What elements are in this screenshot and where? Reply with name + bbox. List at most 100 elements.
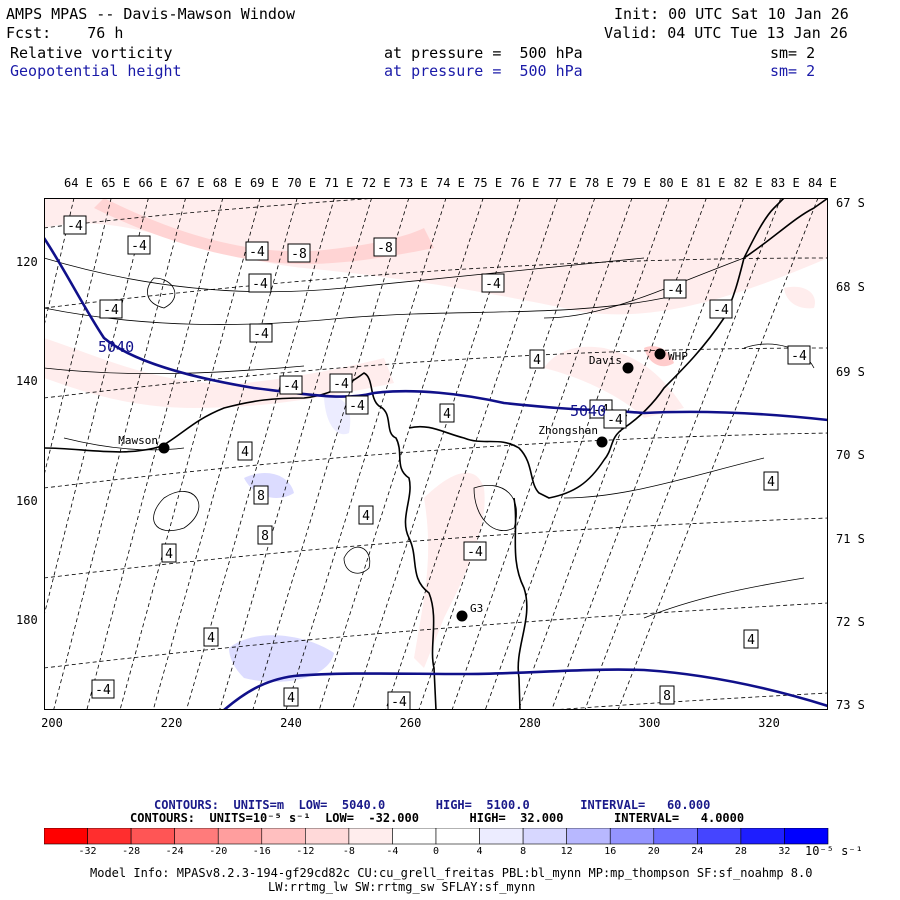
meridian-line — [352, 198, 521, 710]
colorbar-segment — [609, 828, 655, 845]
meridian-line — [86, 198, 224, 710]
x-tick-label: 220 — [160, 716, 183, 730]
lon-label: 82 E — [733, 176, 763, 190]
lon-label: 80 E — [659, 176, 689, 190]
colorbar-tick-label: -24 — [165, 846, 184, 857]
model-info: Model Info: MPASv8.2.3-194-gf29cd82c CU:… — [90, 866, 813, 880]
lon-label: 64 E — [64, 176, 93, 190]
svg-text:Zhongshan: Zhongshan — [538, 424, 598, 437]
station-mawson: Mawson — [118, 434, 170, 454]
lat-label: 71 S — [836, 532, 865, 546]
station-zhongshan: Zhongshan — [538, 424, 608, 448]
lon-label: 66 E — [138, 176, 168, 190]
colorbar-segment — [87, 828, 132, 845]
colorbar-tick-label: 8 — [520, 846, 527, 857]
lon-label: 65 E — [101, 176, 131, 190]
x-tick-label: 240 — [280, 716, 302, 730]
vorticity-label: 4 — [763, 471, 779, 491]
vorticity-label: -4 — [245, 241, 269, 261]
colorbar-tick-label: 4 — [476, 846, 483, 857]
lat-label: 72 S — [836, 615, 865, 629]
colorbar-tick-label: -28 — [122, 846, 141, 857]
station-g3: G3 — [456, 602, 483, 622]
svg-text:-4: -4 — [253, 327, 269, 342]
svg-text:-4: -4 — [67, 219, 83, 234]
lon-label: 70 E — [287, 176, 317, 190]
lon-label: 69 E — [250, 176, 279, 190]
colorbar-tick-label: 16 — [604, 846, 617, 857]
svg-text:-4: -4 — [349, 399, 365, 414]
field1-name: Relative vorticity — [10, 44, 173, 62]
svg-text:-4: -4 — [95, 683, 111, 698]
y-tick-label: 160 — [16, 494, 38, 508]
lon-label: 77 E — [547, 176, 577, 190]
colorbar-segment — [566, 828, 611, 845]
svg-text:4: 4 — [362, 509, 370, 524]
vorticity-label: -4 — [709, 299, 733, 319]
colorbar-segment — [348, 828, 393, 845]
geopotential-height-contours — [44, 237, 828, 710]
vorticity-label: -4 — [248, 273, 272, 293]
vorticity-label: 4 — [203, 627, 219, 647]
model-info-line2: LW:rrtmg_lw SW:rrtmg_sw SFLAY:sf_mynn — [268, 880, 536, 894]
x-tick-label: 280 — [519, 716, 541, 730]
svg-text:-4: -4 — [391, 695, 407, 710]
colorbar-segment — [174, 828, 219, 845]
vorticity-label: -4 — [99, 299, 123, 319]
lat-label: 67 S — [836, 196, 865, 210]
lon-label: 76 E — [510, 176, 540, 190]
station-davis: Davis — [589, 354, 634, 374]
svg-text:-4: -4 — [713, 303, 729, 318]
x-tick-label: 260 — [399, 716, 422, 730]
meridian-line — [44, 198, 75, 328]
vorticity-label: -8 — [287, 243, 311, 263]
meridian-line — [551, 198, 744, 710]
lat-label: 73 S — [836, 698, 865, 712]
lat-label: 70 S — [836, 448, 865, 462]
field1-smoothing: sm= 2 — [770, 44, 816, 62]
svg-text:-4: -4 — [249, 245, 265, 260]
vorticity-shading — [44, 198, 828, 682]
svg-text:-4: -4 — [333, 377, 349, 392]
svg-text:4: 4 — [443, 407, 451, 422]
lon-label: 79 E — [622, 176, 651, 190]
vorticity-contour-info: CONTOURS: UNITS=10⁻⁵ s⁻¹ LOW= -32.000 HI… — [130, 811, 745, 825]
colorbar-segment — [697, 828, 742, 845]
svg-text:-4: -4 — [607, 413, 623, 428]
vorticity-label: 4 — [439, 403, 455, 423]
vorticity-label: -4 — [91, 679, 115, 699]
svg-text:-8: -8 — [291, 247, 307, 262]
svg-text:Mawson: Mawson — [118, 434, 158, 447]
vorticity-label: -4 — [63, 215, 87, 235]
lon-label: 78 E — [584, 176, 614, 190]
svg-text:4: 4 — [747, 633, 755, 648]
colorbar-segment — [261, 828, 306, 845]
parallel-line — [44, 517, 828, 579]
lon-label: 72 E — [361, 176, 391, 190]
svg-text:-8: -8 — [377, 241, 393, 256]
vorticity-label: -4 — [787, 345, 811, 365]
meridian-line — [584, 198, 782, 710]
svg-text:-4: -4 — [103, 303, 119, 318]
colorbar-tick-label: -4 — [386, 846, 399, 857]
svg-text:-4: -4 — [485, 277, 501, 292]
lon-label: 67 E — [175, 176, 205, 190]
lon-label: 83 E — [770, 176, 800, 190]
meridian-line — [318, 198, 484, 710]
vorticity-label: -4 — [603, 409, 627, 429]
vorticity-label: -4 — [663, 279, 687, 299]
y-tick-label: 120 — [16, 255, 38, 269]
svg-text:Davis: Davis — [589, 354, 622, 367]
svg-text:4: 4 — [533, 353, 541, 368]
lon-label: 75 E — [473, 176, 503, 190]
vorticity-label: -8 — [373, 237, 397, 257]
lon-label: 84 E — [808, 176, 837, 190]
svg-text:-4: -4 — [252, 277, 268, 292]
parallel-line — [546, 692, 828, 710]
plot-title: AMPS MPAS -- Davis-Mawson Window — [6, 5, 295, 23]
vorticity-label: 8 — [253, 485, 269, 505]
colorbar — [44, 828, 829, 845]
svg-text:4: 4 — [287, 691, 295, 706]
vorticity-label: 8 — [659, 685, 675, 705]
colorbar-units: 10⁻⁵ s⁻¹ — [805, 844, 863, 858]
